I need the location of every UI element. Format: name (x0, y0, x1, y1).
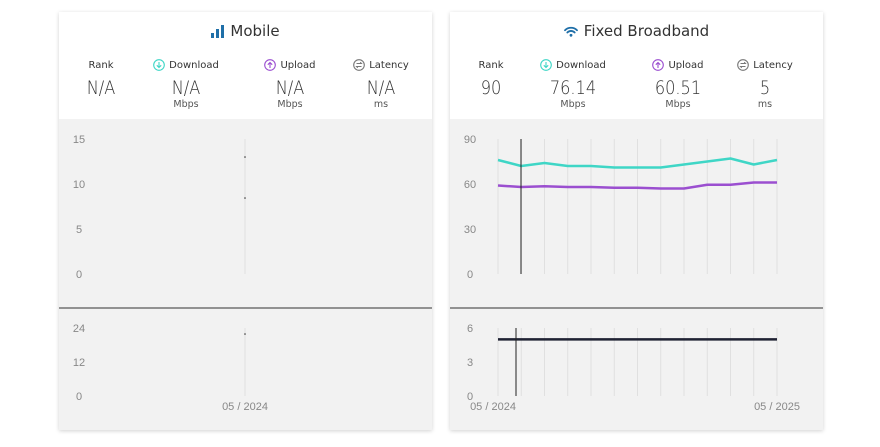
download-unit: Mbps (560, 99, 586, 110)
fixed-broadband-panel: Fixed Broadband Rank 90 Download 76.14 M… (450, 12, 823, 430)
top-y-tick-label: 90 (464, 134, 476, 146)
download-value: N/A (171, 77, 201, 99)
fixed-title: Fixed Broadband (450, 22, 823, 40)
upload-point (244, 197, 246, 199)
latency-unit: ms (757, 99, 773, 110)
top-y-tick-label: 10 (73, 179, 85, 191)
download-label: Download (556, 59, 606, 71)
bottom-y-tick-label: 12 (73, 357, 85, 369)
rank-value: N/A (86, 77, 116, 99)
fixed-rank-metric: Rank 90 (450, 58, 536, 100)
fixed-broadband-chart: 0 30 60 90 0 3 6 05 / 2024 05 / 2025 (450, 134, 823, 413)
fixed-panel-header: Fixed Broadband Rank 90 Download 76.14 M… (450, 12, 823, 119)
bottom-y-tick-label: 6 (467, 323, 473, 335)
mobile-title: Mobile (59, 22, 432, 40)
bottom-y-tick-label: 0 (76, 391, 82, 403)
upload-icon (264, 59, 277, 71)
x-tick-label: 05 / 2024 (222, 401, 268, 413)
upload-icon (652, 59, 665, 71)
top-y-tick-label: 60 (464, 179, 476, 191)
top-y-tick-label: 30 (464, 224, 476, 236)
latency-icon (353, 59, 366, 71)
bottom-y-tick-label: 24 (73, 323, 85, 335)
upload-unit: Mbps (665, 99, 691, 110)
x-tick-label: 05 / 2025 (754, 401, 800, 413)
mobile-rank-metric: Rank N/A (59, 58, 146, 100)
top-y-tick-label: 5 (76, 224, 82, 236)
latency-label: Latency (753, 59, 793, 71)
mobile-latency-metric: Latency N/A ms (336, 58, 426, 110)
upload-value: 60.51 (654, 77, 702, 99)
fixed-latency-metric: Latency 5 ms (720, 58, 810, 110)
rank-label: Rank (478, 59, 504, 71)
latency-label: Latency (369, 59, 409, 71)
upload-label: Upload (280, 59, 316, 71)
bottom-y-tick-label: 3 (467, 357, 473, 369)
mobile-upload-metric: Upload N/A Mbps (245, 58, 335, 110)
rank-value: 90 (480, 77, 502, 99)
fixed-upload-metric: Upload 60.51 Mbps (633, 58, 723, 110)
download-series-line (497, 157, 778, 169)
mobile-chart: 0 5 10 15 0 12 24 05 / 2024 (59, 134, 432, 413)
mobile-title-text: Mobile (230, 22, 280, 40)
mobile-download-metric: Download N/A Mbps (141, 58, 231, 110)
latency-icon (737, 59, 750, 71)
bar-signal-icon (211, 24, 225, 38)
top-y-tick-label: 15 (73, 134, 85, 146)
download-point (244, 156, 246, 158)
download-unit: Mbps (173, 99, 199, 110)
mobile-panel-header: Mobile Rank N/A Download N/A Mbps Upload (59, 12, 432, 119)
upload-label: Upload (668, 59, 704, 71)
wifi-icon (563, 26, 578, 37)
download-icon (153, 59, 165, 71)
latency-value: 5 (759, 77, 771, 99)
mobile-panel: Mobile Rank N/A Download N/A Mbps Upload (59, 12, 432, 430)
download-value: 76.14 (549, 77, 597, 99)
download-label: Download (169, 59, 219, 71)
upload-series-line (497, 181, 777, 190)
upload-unit: Mbps (277, 99, 303, 110)
latency-point (244, 333, 246, 335)
rank-label: Rank (88, 59, 114, 71)
top-y-tick-label: 0 (467, 269, 473, 281)
top-y-tick-label: 0 (76, 269, 82, 281)
download-icon (540, 59, 552, 71)
bottom-y-tick-label: 0 (467, 391, 473, 403)
upload-value: N/A (275, 77, 305, 99)
latency-value: N/A (366, 77, 396, 99)
fixed-download-metric: Download 76.14 Mbps (528, 58, 618, 110)
fixed-title-text: Fixed Broadband (583, 22, 710, 40)
latency-unit: ms (373, 99, 389, 110)
x-tick-label: 05 / 2024 (470, 401, 516, 413)
